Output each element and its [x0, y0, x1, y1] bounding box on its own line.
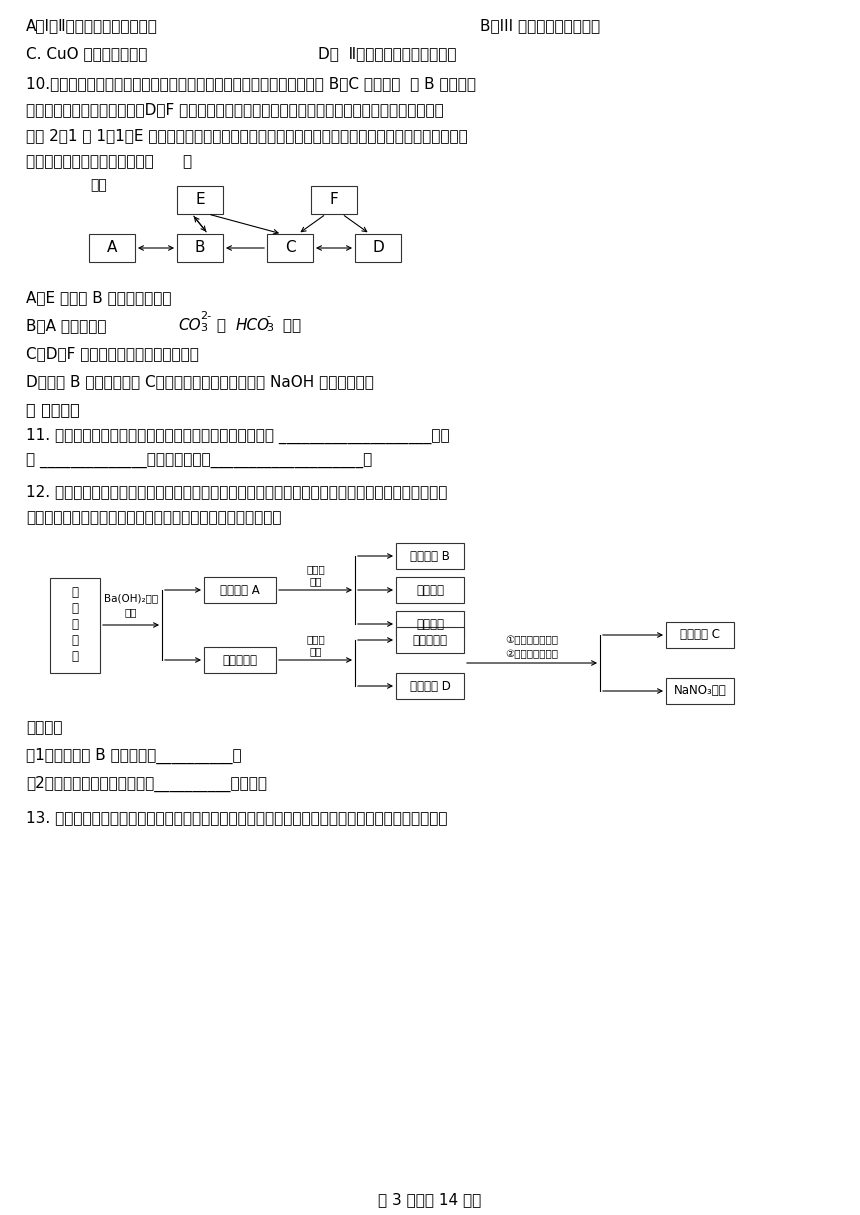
Text: 溶液丙: 溶液丙 — [306, 634, 325, 644]
Text: 去）。下列有关判断正确的是（      ）: 去）。下列有关判断正确的是（ ） — [26, 154, 192, 169]
Text: A: A — [107, 241, 117, 255]
FancyBboxPatch shape — [177, 186, 223, 214]
Text: 稀硝酸: 稀硝酸 — [306, 564, 325, 573]
FancyBboxPatch shape — [50, 577, 100, 672]
FancyBboxPatch shape — [355, 234, 401, 262]
Text: 或: 或 — [212, 318, 230, 333]
FancyBboxPatch shape — [204, 648, 276, 673]
Text: 白色沉淀 A: 白色沉淀 A — [220, 583, 260, 597]
Text: 过滤: 过滤 — [310, 576, 322, 586]
Text: D．  Ⅱ装置中玻璃管内有水冷凝: D． Ⅱ装置中玻璃管内有水冷凝 — [318, 46, 457, 61]
Text: HCO: HCO — [236, 318, 270, 333]
Text: CO: CO — [178, 318, 200, 333]
FancyBboxPatch shape — [267, 234, 313, 262]
Text: 图六: 图六 — [90, 179, 107, 192]
Text: 次为 2：1 和 1：1；E 为黑色固体，与稀硫酸反应的到蓝色溶液（部分反应物和生成物及反应条件已略: 次为 2：1 和 1：1；E 为黑色固体，与稀硫酸反应的到蓝色溶液（部分反应物和… — [26, 128, 468, 143]
FancyBboxPatch shape — [396, 543, 464, 569]
Text: A．I、Ⅱ装置之间缺少干燥装置: A．I、Ⅱ装置之间缺少干燥装置 — [26, 18, 158, 33]
Text: E: E — [195, 192, 205, 208]
Text: 2-: 2- — [200, 311, 211, 321]
Text: 无色溶液乙: 无色溶液乙 — [223, 654, 257, 667]
FancyBboxPatch shape — [666, 678, 734, 703]
FancyBboxPatch shape — [204, 577, 276, 603]
Text: -: - — [266, 311, 270, 321]
Text: Ba(OH)₂溶液: Ba(OH)₂溶液 — [104, 593, 158, 603]
FancyBboxPatch shape — [311, 186, 357, 214]
Text: 3: 3 — [200, 323, 207, 333]
Text: C. CuO 没有全部被还原: C. CuO 没有全部被还原 — [26, 46, 147, 61]
Text: 蓝色沉淀 D: 蓝色沉淀 D — [409, 679, 451, 693]
Text: D．除去 B 中混有的少量 C，可以将混合气体通过盛有 NaOH 溶液的洗气瓶: D．除去 B 中混有的少量 C，可以将混合气体通过盛有 NaOH 溶液的洗气瓶 — [26, 374, 374, 389]
Text: 13. 对知识的及时整理与归纳是学习化学的重要方法，某同学在学习了硫酸的化学性质后，初步归纳出: 13. 对知识的及时整理与归纳是学习化学的重要方法，某同学在学习了硫酸的化学性质… — [26, 810, 447, 825]
FancyBboxPatch shape — [666, 622, 734, 648]
Text: 12. 下图中的物质均为初中化学常见的物质（微溶物质不考虑），已知无色溶液乙和丁中均只含一种溶: 12. 下图中的物质均为初中化学常见的物质（微溶物质不考虑），已知无色溶液乙和丁… — [26, 484, 447, 499]
Text: 无色溶液: 无色溶液 — [416, 583, 444, 597]
Text: （1）白色沉淀 B 的化学式为__________；: （1）白色沉淀 B 的化学式为__________； — [26, 748, 242, 764]
Text: 无色溶液丁: 无色溶液丁 — [413, 633, 447, 646]
Text: 过滤: 过滤 — [310, 646, 322, 656]
Text: 白色沉淀 C: 白色沉淀 C — [680, 628, 720, 642]
Text: A．E 转变为 B 一定是置换反应: A．E 转变为 B 一定是置换反应 — [26, 290, 171, 305]
FancyBboxPatch shape — [177, 234, 223, 262]
Text: 无色气体: 无色气体 — [416, 617, 444, 631]
Text: （2）无色溶液甲中最多可能含__________种溶质。: （2）无色溶液甲中最多可能含__________种溶质。 — [26, 776, 267, 792]
FancyBboxPatch shape — [396, 577, 464, 603]
Text: 11. 在化学工业中，除了要及时处理好三废，还要努力提高 ____________________，增: 11. 在化学工业中，除了要及时处理好三废，还要努力提高 ___________… — [26, 428, 450, 445]
Text: 行光合作用的一种重要原料；D、F 均为无色液体，都有两种相同的元素组成，且分子中原子个数比依: 行光合作用的一种重要原料；D、F 均为无色液体，都有两种相同的元素组成，且分子中… — [26, 102, 444, 117]
Text: 试推断：: 试推断： — [26, 720, 63, 735]
Text: B．A 不一定是含: B．A 不一定是含 — [26, 318, 112, 333]
Text: B: B — [194, 241, 206, 255]
FancyBboxPatch shape — [396, 673, 464, 699]
Text: B．III 装置后缺少干燥装置: B．III 装置后缺少干燥装置 — [480, 18, 600, 33]
FancyBboxPatch shape — [396, 627, 464, 652]
Text: C: C — [285, 241, 295, 255]
Text: F: F — [329, 192, 338, 208]
Text: NaNO₃溶液: NaNO₃溶液 — [673, 684, 727, 697]
Text: 无
色
溶
液
甲: 无 色 溶 液 甲 — [71, 587, 78, 663]
Text: 的盐: 的盐 — [278, 318, 301, 333]
Text: 第 3 页（共 14 页）: 第 3 页（共 14 页） — [378, 1192, 482, 1206]
Text: ②再加稀硝酸过滤: ②再加稀硝酸过滤 — [506, 649, 558, 659]
Text: 加 ______________，从根本上降低____________________。: 加 ______________，从根本上降低_________________… — [26, 454, 372, 469]
Text: D: D — [372, 241, 384, 255]
Text: 白色沉淀 B: 白色沉淀 B — [410, 549, 450, 563]
Text: 3: 3 — [266, 323, 273, 333]
Text: C．D，F 中相同元素的化合价一定相同: C．D，F 中相同元素的化合价一定相同 — [26, 346, 199, 361]
Text: ①先加硝酸银溶液: ①先加硝酸银溶液 — [506, 635, 558, 645]
FancyBboxPatch shape — [89, 234, 135, 262]
Text: 过滤: 过滤 — [125, 608, 138, 617]
Text: 二 、填空题: 二 、填空题 — [26, 402, 80, 417]
Text: 10.初中科学几种常见物质之间的相互转化关系如图六所示。已知常温下 B、C 为气体，  且 B 是植物进: 10.初中科学几种常见物质之间的相互转化关系如图六所示。已知常温下 B、C 为气… — [26, 77, 476, 91]
FancyBboxPatch shape — [396, 611, 464, 637]
Text: 质，且每步均恰好完全反应，各物质间的转化关系如下图所示：: 质，且每步均恰好完全反应，各物质间的转化关系如下图所示： — [26, 510, 281, 525]
